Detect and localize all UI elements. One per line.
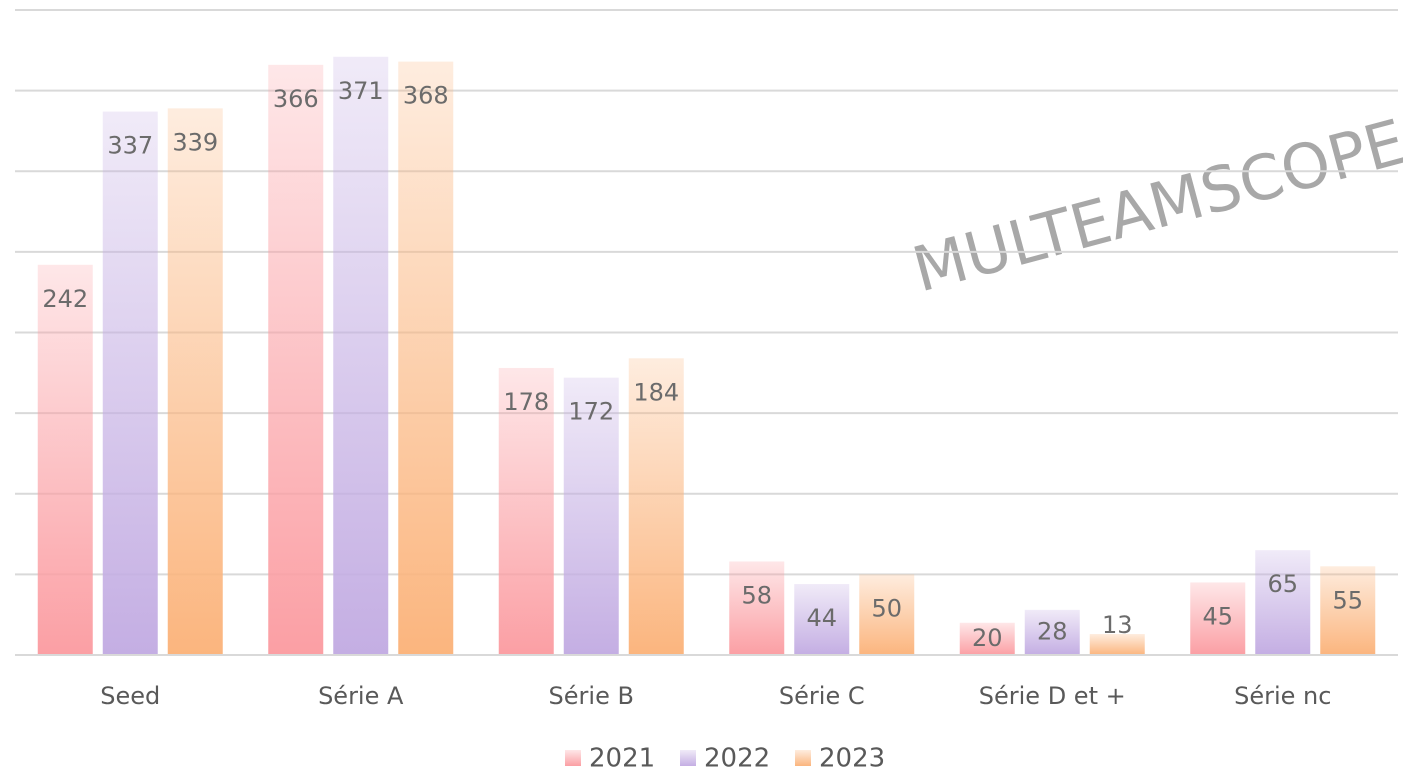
data-label: 184 <box>633 378 679 406</box>
data-label: 45 <box>1202 602 1233 630</box>
data-label: 20 <box>972 624 1003 652</box>
data-label: 366 <box>273 85 319 113</box>
data-label: 58 <box>741 581 772 609</box>
data-label: 55 <box>1332 586 1363 614</box>
bar <box>37 264 93 655</box>
bar <box>498 367 554 655</box>
bar <box>1089 634 1145 655</box>
legend-swatch <box>680 750 696 766</box>
data-label: 242 <box>42 285 88 313</box>
bar <box>959 622 1015 655</box>
x-tick-label: Série nc <box>1234 682 1331 710</box>
x-tick-label: Série C <box>779 682 865 710</box>
legend-swatch <box>795 750 811 766</box>
data-label: 368 <box>403 82 449 110</box>
bar <box>563 377 619 655</box>
x-tick-label: Série A <box>318 682 404 710</box>
bar <box>167 108 223 656</box>
bar <box>729 561 785 655</box>
x-tick-label: Série D et + <box>979 682 1126 710</box>
x-tick-label: Seed <box>100 682 160 710</box>
bar <box>628 358 684 655</box>
legend-label: 2021 <box>589 744 655 771</box>
data-label: 50 <box>871 594 902 622</box>
bar <box>1190 582 1246 655</box>
bar <box>398 61 454 656</box>
legend-label: 2023 <box>819 744 885 771</box>
data-label: 44 <box>806 604 837 632</box>
data-label: 371 <box>338 77 384 105</box>
bar <box>794 584 850 655</box>
bar <box>1255 550 1311 655</box>
legend-label: 2022 <box>704 744 770 771</box>
data-label: 65 <box>1267 570 1298 598</box>
legend-swatch <box>565 750 581 766</box>
x-tick-label: Série B <box>549 682 634 710</box>
bar <box>268 64 324 655</box>
bar <box>333 56 389 655</box>
watermark: MULTEAMSCOPE <box>905 105 1403 306</box>
data-label: 13 <box>1102 611 1133 639</box>
bar <box>859 574 915 655</box>
data-label: 337 <box>107 132 153 160</box>
data-label: 178 <box>503 388 549 416</box>
bar <box>1320 566 1376 655</box>
data-label: 172 <box>568 398 614 426</box>
data-label: 339 <box>172 128 218 156</box>
bar <box>102 111 158 655</box>
data-label: 28 <box>1037 617 1068 645</box>
bar <box>1024 609 1080 655</box>
